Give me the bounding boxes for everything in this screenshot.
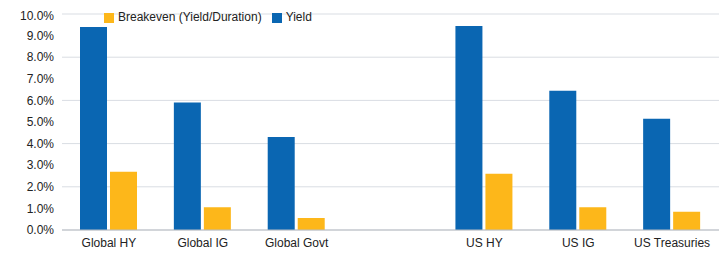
svg-text:Global IG: Global IG <box>177 236 228 250</box>
svg-text:5.0%: 5.0% <box>27 115 55 129</box>
svg-text:3.0%: 3.0% <box>27 158 55 172</box>
svg-text:8.0%: 8.0% <box>27 50 55 64</box>
svg-text:Global HY: Global HY <box>82 236 137 250</box>
svg-text:9.0%: 9.0% <box>27 29 55 43</box>
svg-text:US Treasuries: US Treasuries <box>634 236 710 250</box>
svg-text:Global Govt: Global Govt <box>265 236 329 250</box>
svg-text:1.0%: 1.0% <box>27 202 55 216</box>
svg-text:4.0%: 4.0% <box>27 137 55 151</box>
svg-text:7.0%: 7.0% <box>27 72 55 86</box>
svg-text:6.0%: 6.0% <box>27 94 55 108</box>
svg-text:US IG: US IG <box>562 236 595 250</box>
svg-text:10.0%: 10.0% <box>20 9 54 23</box>
svg-text:2.0%: 2.0% <box>27 180 55 194</box>
svg-text:US HY: US HY <box>466 236 503 250</box>
svg-text:0.0%: 0.0% <box>27 223 55 237</box>
html-text:Breakeven (Yield/Duration): Breakeven (Yield/Duration) <box>118 10 262 24</box>
html-text:Yield: Yield <box>285 10 312 24</box>
